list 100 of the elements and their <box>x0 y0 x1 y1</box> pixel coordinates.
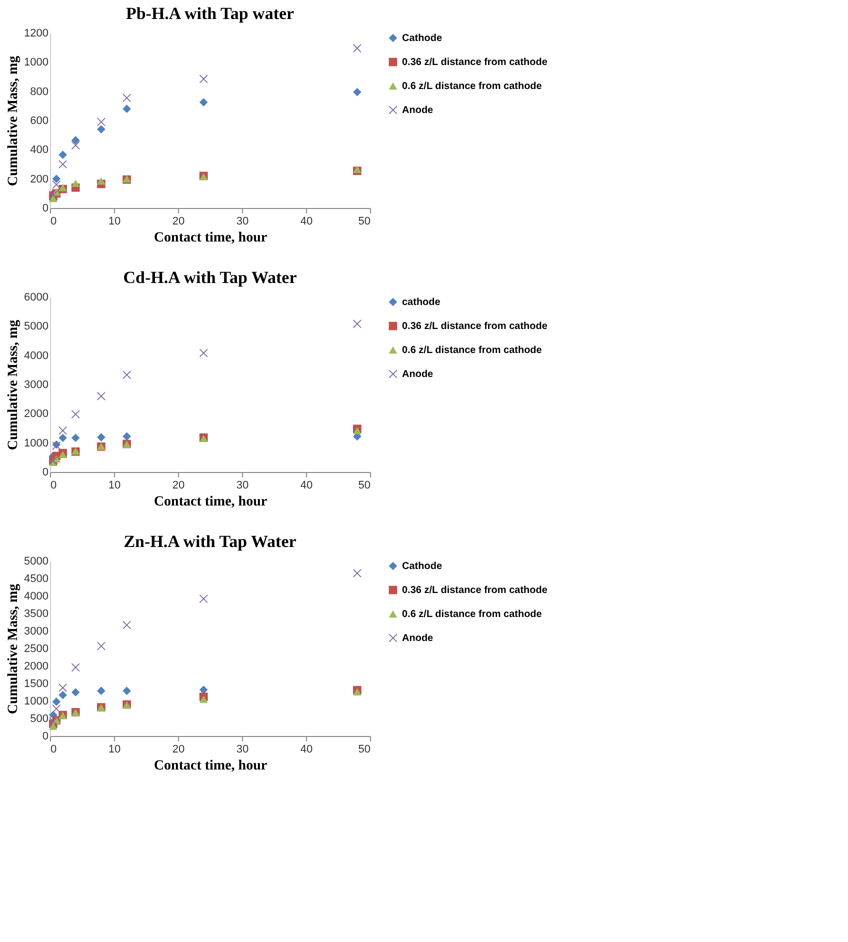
point <box>97 125 106 134</box>
chart-title: Zn-H.A with Tap Water <box>124 532 297 551</box>
point <box>71 663 80 672</box>
point <box>97 392 106 400</box>
y-axis-title: Cumulative Mass, mg <box>6 584 22 714</box>
point <box>199 594 208 603</box>
y-tick-label: 2000 <box>24 408 48 420</box>
x-tick-label: 20 <box>172 744 185 756</box>
point <box>353 44 362 52</box>
y-axis-title: Cumulative Mass, mg <box>6 320 22 450</box>
point <box>49 717 58 726</box>
point <box>58 434 67 442</box>
point <box>199 348 208 358</box>
y-tick-label: 3000 <box>24 626 48 638</box>
point <box>199 686 208 694</box>
y-tick-label: 4000 <box>24 350 48 362</box>
x-tick-label: 30 <box>236 480 249 492</box>
point <box>199 696 208 703</box>
x-tick-label: 0 <box>50 216 57 228</box>
legend-label: cathode <box>402 297 441 308</box>
y-tick-label: 1000 <box>24 696 48 708</box>
legend-label: Anode <box>402 369 434 380</box>
legend-label: 0.6 z/L distance from cathode <box>402 345 542 356</box>
point <box>97 686 106 696</box>
legend-label: 0.6 z/L distance from cathode <box>402 609 542 620</box>
y-tick-label: 600 <box>30 115 48 127</box>
y-tick-label: 400 <box>30 144 48 156</box>
point <box>71 688 80 696</box>
point <box>58 426 67 435</box>
point <box>58 684 67 692</box>
chart-title: Pb-H.A with Tap water <box>126 4 295 23</box>
x-tick-label: 30 <box>236 744 249 756</box>
y-tick-label: 5000 <box>24 320 48 333</box>
y-tick-label: 3000 <box>24 379 48 391</box>
y-tick-label: 0 <box>42 202 48 214</box>
point <box>49 194 58 202</box>
y-tick-label: 1000 <box>24 56 48 69</box>
point <box>52 698 61 706</box>
y-tick-label: 3500 <box>24 608 48 620</box>
x-tick-label: 50 <box>358 216 370 228</box>
point <box>71 136 80 144</box>
x-axis-title: Contact time, hour <box>154 494 268 510</box>
y-tick-label: 500 <box>30 713 48 725</box>
point <box>353 88 362 96</box>
point <box>71 141 80 150</box>
y-tick-label: 6000 <box>24 292 48 304</box>
x-tick-label: 50 <box>358 480 370 492</box>
point <box>97 177 106 185</box>
y-tick-label: 5000 <box>24 556 48 568</box>
legend-label: 0.36 z/L distance from cathode <box>402 321 548 332</box>
point <box>52 704 61 713</box>
x-tick-label: 0 <box>50 744 57 756</box>
point <box>52 174 61 184</box>
point <box>97 433 106 442</box>
point <box>58 160 67 168</box>
legend-label: 0.6 z/L distance from cathode <box>402 81 542 92</box>
x-tick-label: 40 <box>300 480 313 492</box>
legend-label: Anode <box>402 633 434 644</box>
legend-label: 0.36 z/L distance from cathode <box>402 57 548 68</box>
x-tick-label: 50 <box>358 744 370 756</box>
point <box>122 94 131 102</box>
point <box>71 434 80 442</box>
y-axis-title: Cumulative Mass, mg <box>6 56 22 186</box>
point <box>71 180 80 187</box>
point <box>353 688 362 696</box>
point <box>122 432 131 441</box>
y-tick-label: 2000 <box>24 660 48 672</box>
x-tick-label: 0 <box>50 480 57 492</box>
legend-label: Cathode <box>402 33 442 44</box>
x-tick-label: 20 <box>172 480 185 492</box>
point <box>49 722 58 730</box>
legend-label: Cathode <box>402 561 442 572</box>
point <box>199 98 208 106</box>
point <box>52 180 61 189</box>
y-tick-label: 200 <box>30 173 48 186</box>
legend-label: Anode <box>402 105 434 116</box>
point <box>353 569 362 578</box>
x-tick-label: 10 <box>108 480 121 492</box>
point <box>353 320 362 328</box>
x-tick-label: 40 <box>300 216 313 228</box>
chart-title: Cd-H.A with Tap Water <box>123 268 298 287</box>
point <box>122 686 131 696</box>
y-tick-label: 1200 <box>24 28 48 40</box>
point <box>199 74 208 84</box>
x-tick-label: 30 <box>236 216 249 228</box>
point <box>122 370 131 380</box>
y-tick-label: 0 <box>42 730 48 742</box>
point <box>122 104 131 114</box>
x-axis-title: Contact time, hour <box>154 230 268 246</box>
y-tick-label: 4000 <box>24 590 48 602</box>
point <box>58 150 67 159</box>
x-tick-label: 10 <box>108 744 121 756</box>
x-tick-label: 10 <box>108 216 121 228</box>
point <box>58 690 67 700</box>
legend-label: 0.36 z/L distance from cathode <box>402 585 548 596</box>
y-tick-label: 4500 <box>24 573 48 585</box>
y-tick-label: 1500 <box>24 678 48 690</box>
y-tick-label: 2500 <box>24 643 48 655</box>
x-tick-label: 40 <box>300 744 313 756</box>
y-tick-label: 800 <box>30 86 48 98</box>
